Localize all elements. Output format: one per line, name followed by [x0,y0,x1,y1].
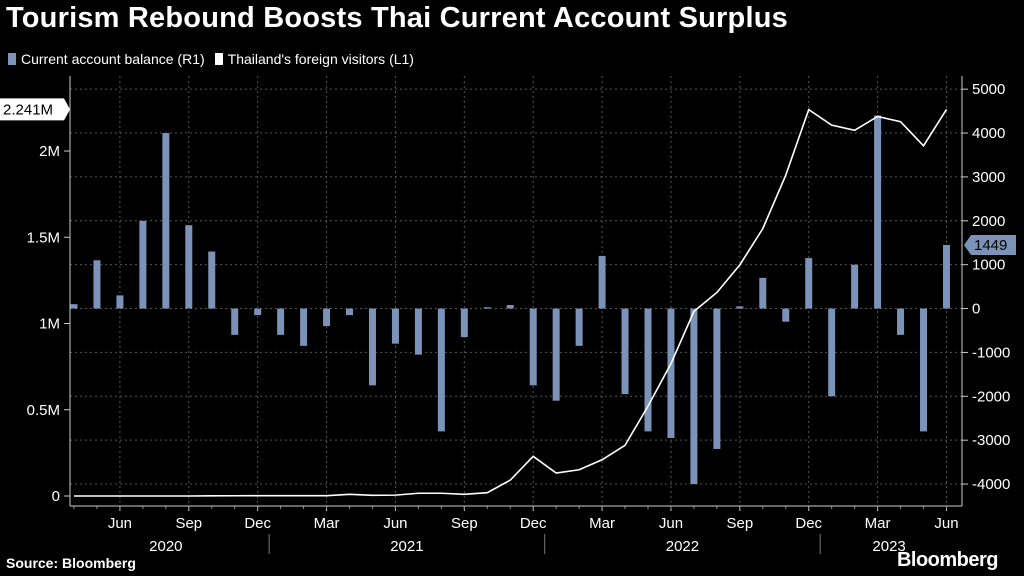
x-tick-label: Dec [520,515,547,532]
left-tick-label: 1M [39,316,60,333]
bar [70,304,78,309]
grid-lines [70,76,962,506]
chart-title: Tourism Rebound Boosts Thai Current Acco… [6,2,788,34]
bar [116,295,124,309]
bar [598,255,606,309]
bar [231,308,239,335]
callout-left-box [0,98,70,121]
x-tick-label: Jun [383,515,407,532]
bar [460,308,468,338]
bar [368,308,376,386]
year-label: 2022 [666,538,699,555]
bar [437,308,445,432]
x-tick-label: Jun [659,515,683,532]
right-tick-label: -4000 [972,476,1010,493]
x-tick-label: Dec [244,515,271,532]
legend-label-current-account: Current account balance (R1) [21,51,205,67]
bar [942,244,950,309]
bar [644,308,652,432]
x-tick-label: Mar [589,515,615,532]
bar [483,307,491,309]
bar [920,308,928,432]
x-tick-label: Mar [314,515,340,532]
bar [391,308,399,344]
bar [277,308,285,335]
source-note: Source: Bloomberg [6,555,136,571]
legend-label-visitors: Thailand's foreign visitors (L1) [227,51,414,67]
callout-left-label: 2.241M [3,101,53,118]
bar [851,264,859,309]
bar [185,225,193,309]
bar [575,308,583,346]
right-tick-label: 2000 [972,213,1005,230]
bar [805,258,813,309]
left-tick-label: 2M [39,143,60,160]
line-visitors [74,108,948,497]
bar [874,115,882,309]
bar [208,251,216,309]
right-tick-label: 1000 [972,257,1005,274]
bar [736,306,744,309]
right-tick-label: 5000 [972,81,1005,98]
bars-current-account [70,115,950,485]
bar [552,308,560,401]
bar [93,260,101,309]
year-label: 2023 [872,538,905,555]
right-tick-label: 4000 [972,125,1005,142]
right-tick-label: 0 [972,301,980,318]
bloomberg-logo: Bloomberg [896,549,999,571]
x-tick-label: Jun [934,515,958,532]
bar [506,305,514,309]
legend-item-current-account: Current account balance (R1) [8,51,205,67]
right-tick-label: -3000 [972,432,1010,449]
bar [828,308,836,397]
bar [254,308,262,316]
bar [897,308,905,335]
bar [346,308,354,316]
left-tick-label: 0.5M [27,402,60,419]
legend-swatch-line [214,53,223,65]
year-label: 2020 [149,538,182,555]
bar [759,277,767,309]
x-tick-label: Sep [175,515,202,532]
bar [139,220,147,309]
bar [323,308,331,327]
bar [782,308,790,322]
callout-right-box [964,234,1016,255]
year-label: 2021 [390,538,423,555]
bar [621,308,629,395]
x-tick-label: Mar [865,515,891,532]
bar [713,308,721,449]
left-tick-label: 1.5M [27,229,60,246]
callout-right-label: 1449 [974,237,1007,254]
axes: -4000 -3000 -2000 -1000 0 1000 2000 3000 4000 500… [0,76,1016,555]
x-tick-label: Sep [726,515,753,532]
x-tick-label: Dec [795,515,822,532]
bar [414,308,422,355]
right-tick-label: 3000 [972,169,1005,186]
right-tick-label: -1000 [972,344,1010,361]
right-tick-label: -2000 [972,388,1010,405]
bar [300,308,308,346]
callout-right: 1449 [964,234,1016,255]
bar [667,308,675,438]
bar [690,308,698,485]
legend: Current account balance (R1) Thailand's … [8,51,424,67]
bar [162,133,170,309]
visitors-line [74,108,948,497]
bar [529,308,537,386]
legend-item-visitors: Thailand's foreign visitors (L1) [214,51,414,67]
left-tick-label: 0 [52,488,60,505]
x-tick-label: Sep [451,515,478,532]
legend-swatch-bar [8,53,16,65]
callout-left: 2.241M [0,98,70,121]
x-tick-label: Jun [108,515,132,532]
